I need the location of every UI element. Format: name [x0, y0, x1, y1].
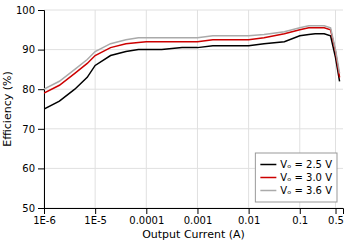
x-tick-label: 1E-6 — [33, 215, 56, 226]
series-line — [44, 34, 340, 109]
x-tick-label: 0.5 — [328, 215, 344, 226]
y-tick: 80 — [22, 84, 44, 95]
y-tick-mark — [38, 50, 44, 51]
y-tick-mark — [38, 10, 44, 11]
x-tick-label: 1E-5 — [84, 215, 107, 226]
x-axis-title: Output Current (A) — [142, 228, 245, 241]
legend-item: Vₒ = 3.6 V — [260, 185, 332, 196]
legend-label: Vₒ = 3.6 V — [280, 185, 332, 196]
x-tick-mark — [197, 208, 198, 214]
legend-swatch — [260, 164, 276, 166]
grid-line-y — [44, 49, 343, 50]
grid-line-y — [44, 89, 343, 90]
y-tick: 70 — [22, 124, 44, 135]
legend-box — [255, 153, 337, 202]
y-tick: 60 — [22, 163, 44, 174]
y-axis-title: Efficiency (%) — [1, 71, 14, 147]
legend-label: Vₒ = 2.5 V — [280, 159, 332, 170]
y-tick-mark — [38, 208, 44, 209]
x-tick-mark — [249, 208, 250, 214]
y-tick-label: 60 — [22, 163, 35, 174]
x-axis: 1E-6 1E-5 0.0001 0.001 0.01 0.1 0.5 — [33, 208, 344, 226]
legend-label: Vₒ = 3.0 V — [280, 172, 332, 183]
grid-line-y — [44, 10, 343, 11]
x-axis-line — [45, 209, 344, 215]
x-tick-label: 0.01 — [238, 215, 260, 226]
y-tick: 100 — [16, 5, 44, 16]
legend-swatch — [260, 177, 276, 179]
y-tick-mark — [38, 168, 44, 169]
x-tick-label: 0.1 — [292, 215, 308, 226]
x-tick-mark — [146, 208, 147, 214]
x-tick: 1E-6 — [33, 208, 56, 226]
x-tick: 0.01 — [238, 208, 260, 226]
grid-line-y — [44, 128, 343, 129]
y-tick-label: 70 — [22, 124, 35, 135]
chart: 1E-6 1E-5 0.0001 0.001 0.01 0.1 0.5 50 60 70 80 90 1… — [0, 0, 357, 242]
x-tick: 0.001 — [184, 208, 213, 226]
x-tick-mark — [300, 208, 301, 214]
x-tick-label: 0.001 — [184, 215, 213, 226]
y-tick: 50 — [22, 203, 44, 214]
legend-item: Vₒ = 2.5 V — [260, 159, 332, 170]
x-tick: 0.1 — [292, 208, 308, 226]
x-tick: 1E-5 — [84, 208, 107, 226]
x-tick-label: 0.0001 — [129, 215, 164, 226]
grid-line-x — [197, 10, 198, 208]
y-tick-mark — [38, 89, 44, 90]
series-line — [44, 26, 340, 89]
y-tick-label: 100 — [16, 5, 35, 16]
y-tick-label: 80 — [22, 84, 35, 95]
x-tick: 0.0001 — [129, 208, 164, 226]
grid — [44, 10, 343, 208]
legend: Vₒ = 2.5 V Vₒ = 3.0 V Vₒ = 3.6 V — [255, 153, 337, 202]
grid-line-x — [146, 10, 147, 208]
y-tick-label: 50 — [22, 203, 35, 214]
legend-item: Vₒ = 3.0 V — [260, 172, 332, 183]
plot: 1E-6 1E-5 0.0001 0.001 0.01 0.1 0.5 50 60 70 80 90 1… — [16, 5, 344, 226]
y-tick-mark — [38, 129, 44, 130]
x-tick-mark — [95, 208, 96, 214]
x-tick-mark — [336, 208, 337, 214]
lines — [44, 26, 340, 109]
y-axis: 50 60 70 80 90 100 — [16, 5, 45, 214]
legend-swatch — [260, 190, 276, 192]
y-tick-label: 90 — [22, 44, 35, 55]
y-tick: 90 — [22, 44, 44, 55]
y-axis-line — [38, 11, 45, 209]
grid-line-x — [95, 10, 96, 208]
x-tick: 0.5 — [328, 208, 344, 226]
